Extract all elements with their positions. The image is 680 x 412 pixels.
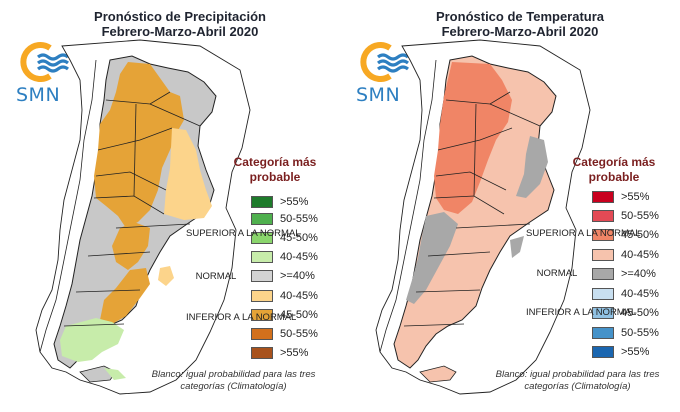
- legend-row: 50-55%: [592, 209, 659, 223]
- below-normal-east-small: [158, 266, 174, 286]
- legend-row: 45-50%: [251, 308, 318, 322]
- legend-swatch: [251, 251, 273, 263]
- legend-row: 50-55%: [592, 326, 659, 340]
- temperature-panel: Pronóstico de Temperatura Febrero-Marzo-…: [340, 0, 680, 412]
- panel-title: Pronóstico de Temperatura Febrero-Marzo-…: [400, 9, 640, 39]
- footnote: Blanco: igual probabilidad para las tres…: [151, 369, 316, 392]
- legend-label: 50-55%: [621, 210, 659, 222]
- legend-swatch: [592, 307, 614, 319]
- legend-title: Categoría más probable: [572, 155, 656, 184]
- legend-row: >=40%: [251, 269, 315, 283]
- temperature-map: [375, 39, 591, 395]
- title-line1: Pronóstico de Precipitación: [94, 9, 266, 24]
- smn-sun-wave-icon: [360, 42, 409, 82]
- legend-row: 50-55%: [251, 327, 318, 341]
- legend-label: >55%: [621, 346, 650, 358]
- legend-swatch: [251, 232, 273, 244]
- legend-row: 45-50%: [592, 228, 659, 242]
- legend-row: >55%: [251, 346, 308, 360]
- normal-band-east: [516, 136, 548, 198]
- normal-band-west: [406, 212, 458, 304]
- smn-logo-text: SMN: [16, 84, 61, 106]
- legend-swatch: [251, 196, 273, 208]
- group-label-superior: SUPERIOR A LA NORMAL: [186, 228, 301, 239]
- legend-row: >55%: [251, 195, 308, 209]
- above-normal-fuego: [104, 368, 126, 380]
- title-line2: Febrero-Marzo-Abril 2020: [441, 24, 599, 39]
- legend-label: 45-50%: [621, 229, 659, 241]
- legend-label: >55%: [280, 196, 309, 208]
- smn-logo: SMN: [16, 40, 76, 108]
- smn-logo: SMN: [356, 40, 416, 108]
- legend-title: Categoría más probable: [233, 155, 317, 184]
- legend-swatch: [251, 328, 273, 340]
- legend-label: 50-55%: [621, 327, 659, 339]
- title-line2: Febrero-Marzo-Abril 2020: [101, 24, 259, 39]
- legend-row: >55%: [592, 190, 649, 204]
- legend-label: >55%: [621, 191, 650, 203]
- precipitation-panel: Pronóstico de Precipitación Febrero-Marz…: [16, 9, 318, 395]
- legend-row: 45-50%: [251, 231, 318, 245]
- legend-row: >=40%: [592, 267, 656, 281]
- legend-swatch: [592, 210, 614, 222]
- legend-swatch: [592, 268, 614, 280]
- above-normal-northwest: [434, 62, 512, 214]
- smn-logo-text: SMN: [356, 84, 401, 106]
- province-boundaries: [63, 91, 201, 327]
- legend-swatch: [251, 213, 273, 225]
- legend-label: 40-45%: [280, 251, 318, 263]
- legend-swatch: [592, 288, 614, 300]
- tierra-del-fuego: [419, 365, 457, 383]
- legend-row: 40-45%: [592, 287, 659, 301]
- normal-band-coast: [510, 236, 524, 258]
- below-normal-center: [112, 222, 150, 270]
- panel-title: Pronóstico de Precipitación Febrero-Marz…: [60, 9, 300, 39]
- footnote: Blanco: igual probabilidad para las tres…: [495, 369, 660, 392]
- legend-swatch: [592, 191, 614, 203]
- legend-swatch: [592, 249, 614, 261]
- legend-row: 45-50%: [592, 306, 659, 320]
- below-normal-east: [164, 128, 212, 220]
- legend-swatch: [251, 347, 273, 359]
- legend-row: 40-45%: [251, 250, 318, 264]
- legend-label: 45-50%: [280, 309, 318, 321]
- legend-label: 45-50%: [280, 232, 318, 244]
- legend-label: 50-55%: [280, 213, 318, 225]
- legend-row: 40-45%: [592, 248, 659, 262]
- province-boundaries: [403, 91, 541, 327]
- legend-label: 40-45%: [621, 249, 659, 261]
- above-normal-patagonia: [60, 318, 124, 362]
- legend-row: 50-55%: [251, 212, 318, 226]
- below-normal-northwest: [94, 62, 184, 228]
- group-label-superior: SUPERIOR A LA NORMAL: [526, 228, 641, 239]
- group-label-inferior: INFERIOR A LA NORMAL: [186, 312, 297, 323]
- legend-label: 45-50%: [621, 307, 659, 319]
- below-normal-south: [100, 268, 150, 324]
- legend-label: 40-45%: [621, 288, 659, 300]
- legend-label: 50-55%: [280, 328, 318, 340]
- argentina-territory: [393, 55, 557, 369]
- group-label-normal: NORMAL: [536, 268, 578, 279]
- legend-swatch: [592, 327, 614, 339]
- legend-swatch: [592, 229, 614, 241]
- legend-swatch: [251, 270, 273, 282]
- precipitation-map: [35, 39, 251, 395]
- legend-label: >55%: [280, 347, 309, 359]
- legend-swatch: [592, 346, 614, 358]
- group-label-inferior: INFERIOR A LA NORMAL: [526, 307, 637, 318]
- chile-coast: [39, 59, 97, 353]
- smn-sun-wave-icon: [20, 42, 69, 82]
- legend-label: 40-45%: [280, 290, 318, 302]
- legend-row: >55%: [592, 345, 649, 359]
- group-label-normal: NORMAL: [195, 271, 237, 282]
- legend-swatch: [251, 309, 273, 321]
- title-line1: Pronóstico de Temperatura: [435, 9, 605, 24]
- legend-row: 40-45%: [251, 289, 318, 303]
- legend-label: >=40%: [621, 268, 656, 280]
- legend-label: >=40%: [280, 270, 315, 282]
- legend-swatch: [251, 290, 273, 302]
- chile-coast: [379, 59, 437, 353]
